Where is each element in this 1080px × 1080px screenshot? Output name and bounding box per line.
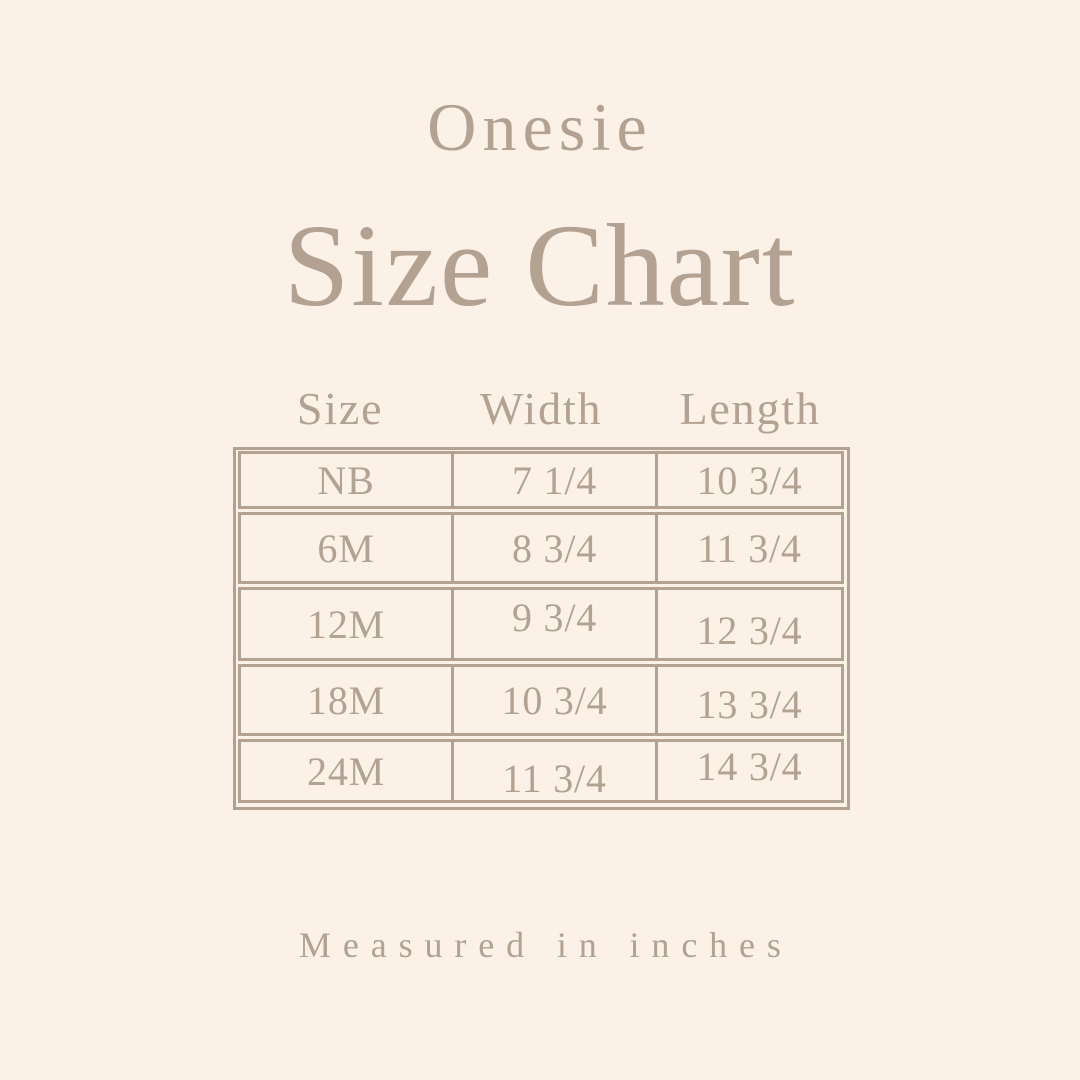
column-header-size: Size — [296, 383, 384, 434]
cell-width: 7 1/4 — [451, 454, 655, 506]
table-row: NB 7 1/4 10 3/4 — [238, 451, 844, 509]
measurement-note: Measured in inches — [299, 925, 793, 965]
length-value: 10 3/4 — [696, 457, 803, 503]
cell-length: 11 3/4 — [655, 515, 841, 581]
length-value: 12 3/4 — [696, 607, 803, 653]
cell-width: 11 3/4 — [451, 742, 655, 801]
length-value: 11 3/4 — [697, 525, 802, 571]
cell-size: 18M — [241, 667, 451, 733]
size-value: 24M — [307, 748, 385, 794]
size-value: NB — [317, 457, 375, 503]
column-header-width: Width — [480, 383, 603, 434]
table-row: 18M 10 3/4 13 3/4 — [238, 664, 844, 736]
column-header-length: Length — [679, 383, 821, 434]
product-name: Onesie — [427, 89, 653, 165]
table-row: 6M 8 3/4 11 3/4 — [238, 512, 844, 584]
cell-size: 12M — [241, 590, 451, 658]
width-value: 10 3/4 — [501, 677, 608, 723]
cell-length: 14 3/4 — [655, 742, 841, 800]
page-title: Size Chart — [283, 200, 797, 331]
width-value: 11 3/4 — [502, 755, 607, 801]
size-table: NB 7 1/4 10 3/4 6M 8 3/4 11 3/4 12M 9 3/… — [233, 447, 850, 810]
table-row: 12M 9 3/4 12 3/4 — [238, 587, 844, 661]
cell-size: 6M — [241, 515, 451, 581]
table-row: 24M 11 3/4 14 3/4 — [238, 739, 844, 803]
cell-size: 24M — [241, 742, 451, 800]
cell-length: 13 3/4 — [655, 667, 841, 733]
cell-length: 12 3/4 — [655, 590, 841, 658]
width-value: 8 3/4 — [511, 525, 598, 571]
cell-width: 8 3/4 — [451, 515, 655, 581]
size-value: 6M — [317, 525, 375, 571]
cell-size: NB — [241, 454, 451, 506]
width-value: 9 3/4 — [511, 594, 598, 640]
size-value: 12M — [307, 601, 385, 647]
length-value: 14 3/4 — [696, 743, 803, 789]
table-header-row: Size Width Length — [233, 382, 845, 435]
length-value: 13 3/4 — [696, 681, 803, 727]
cell-width: 10 3/4 — [451, 667, 655, 733]
size-value: 18M — [307, 677, 385, 723]
width-value: 7 1/4 — [511, 457, 598, 503]
cell-width: 9 3/4 — [451, 590, 655, 658]
cell-length: 10 3/4 — [655, 454, 841, 506]
